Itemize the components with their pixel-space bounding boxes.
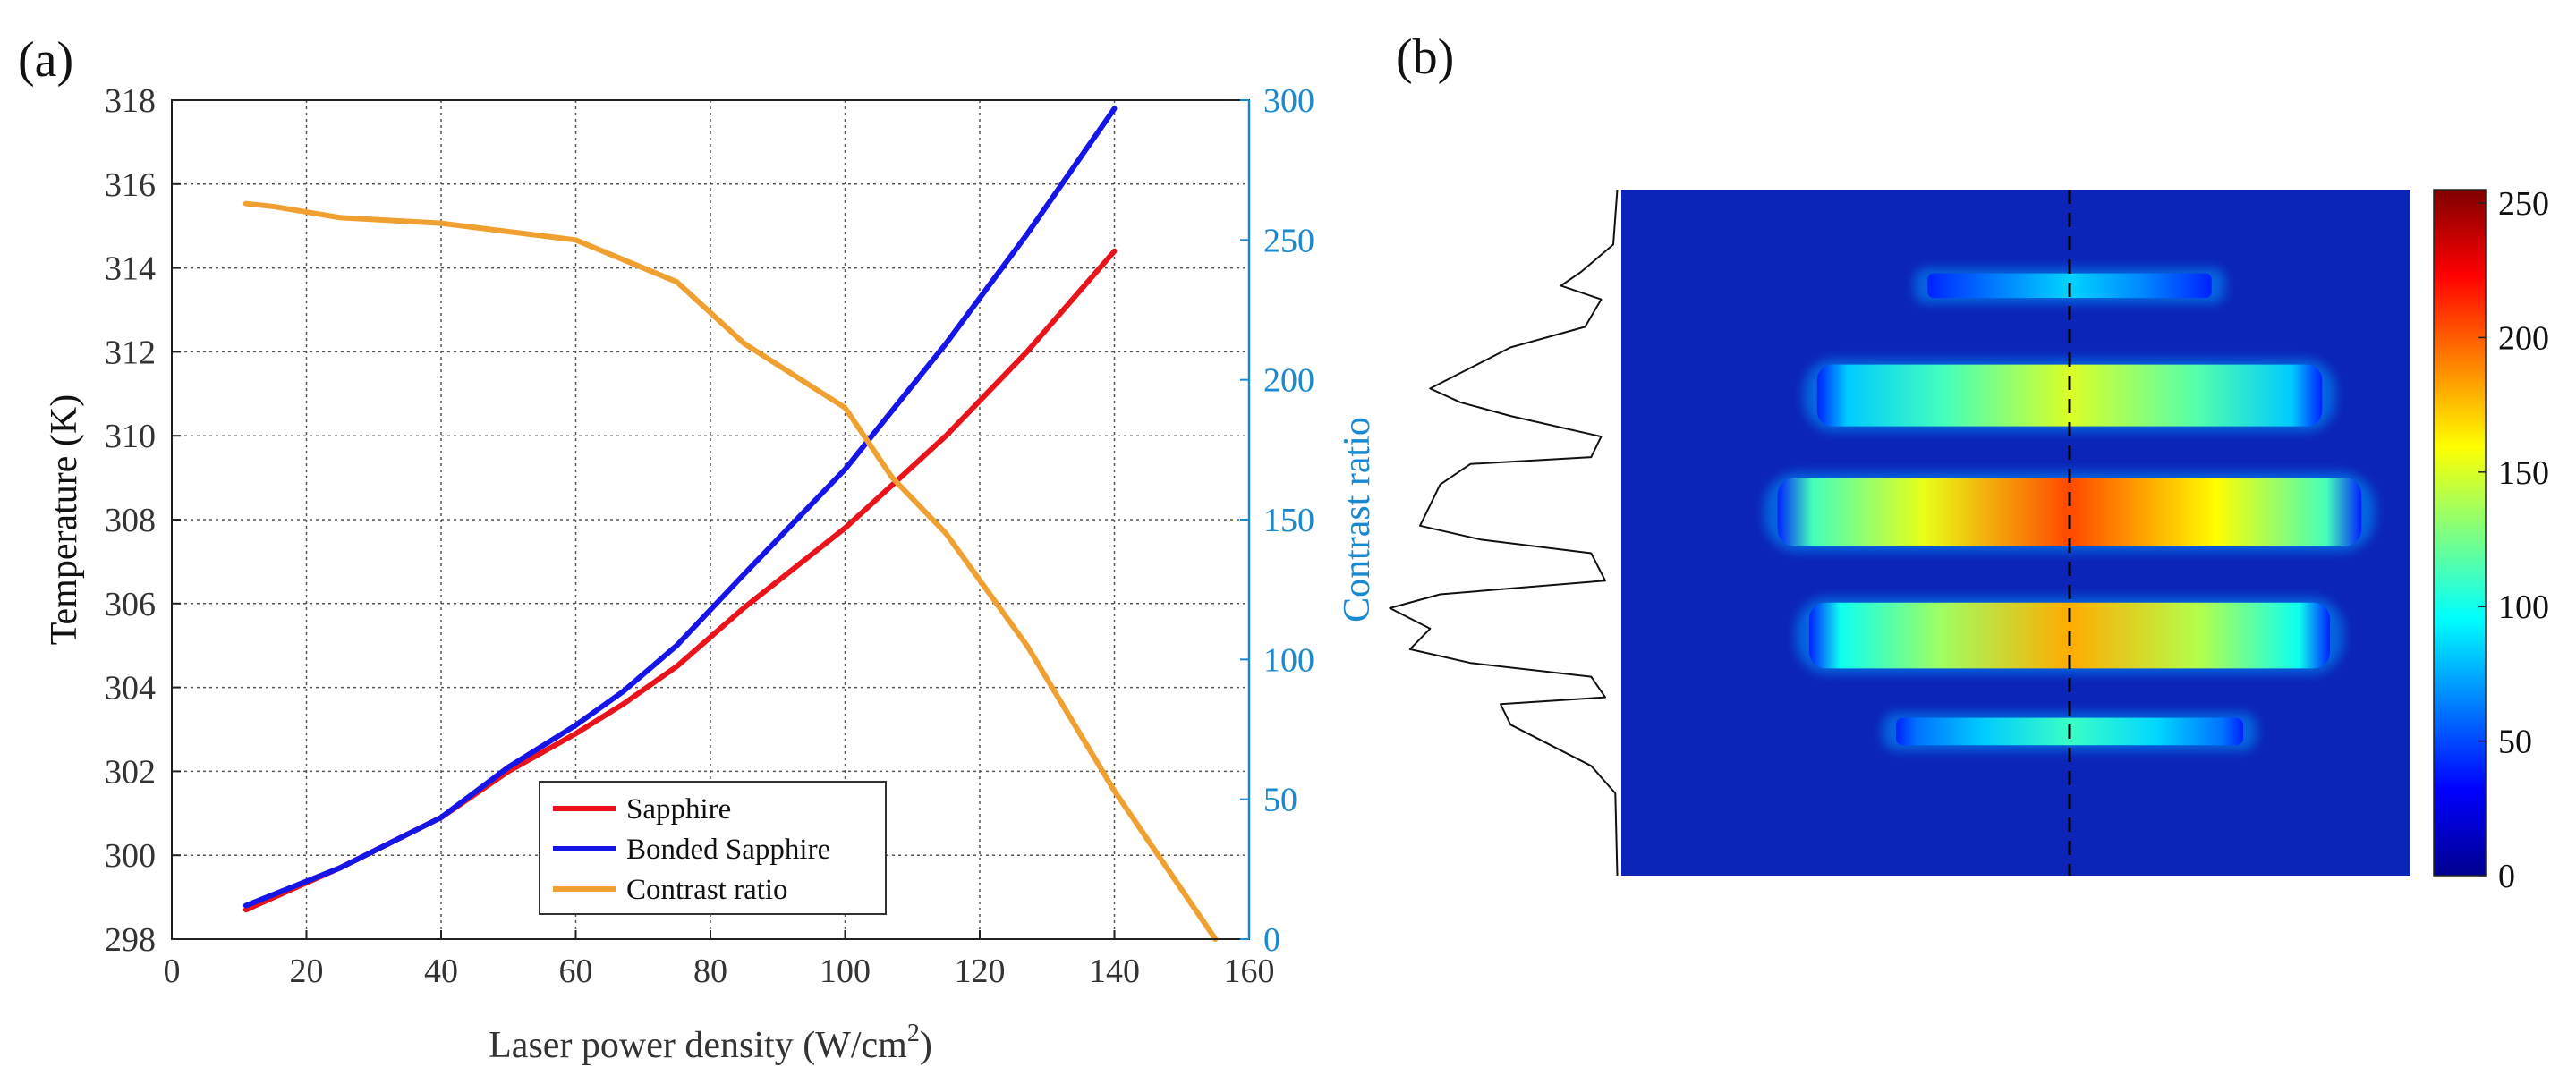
panel-a-y-tick-labels: 298 300 302 304 306 308 310 312 314 316 318 <box>105 82 181 959</box>
colorbar-tick-label: 200 <box>2498 319 2549 357</box>
panel-a-x-axis-label: Laser power density (W/cm2) <box>489 1020 932 1066</box>
panel-a-x-tick-labels: 0 20 40 60 80 100 120 140 160 <box>164 930 1275 990</box>
panel-a-legend: Sapphire Bonded Sapphire Contrast ratio <box>539 781 887 915</box>
colorbar-tick-label: 150 <box>2498 454 2549 492</box>
x-tick-label: 80 <box>693 953 727 990</box>
y2-tick-label: 0 <box>1263 921 1280 959</box>
panel-a-line-chart: (a) 0 20 40 60 80 100 120 140 160 298 300 302 304 30… <box>18 32 1378 1066</box>
panel-a-label: (a) <box>18 32 73 88</box>
y-tick-label: 304 <box>105 670 156 707</box>
x-tick-label: 160 <box>1224 953 1275 990</box>
y-tick-label: 318 <box>105 82 156 120</box>
legend-label: Bonded Sapphire <box>626 834 830 866</box>
panel-a-y-axis-label: Temperature (K) <box>44 394 85 645</box>
y-tick-label: 298 <box>105 921 156 959</box>
colorbar-tick-label: 0 <box>2498 858 2515 895</box>
y-tick-label: 310 <box>105 418 156 455</box>
x-tick-label: 120 <box>955 953 1006 990</box>
x-tick-label: 100 <box>820 953 871 990</box>
intensity-stripe <box>1777 478 2362 546</box>
x-tick-label: 40 <box>424 953 458 990</box>
series-line-bonded-sapphire <box>242 106 1118 909</box>
panel-b-colorbar <box>2433 189 2487 877</box>
y-tick-label: 312 <box>105 334 156 371</box>
y-tick-label: 302 <box>105 753 156 791</box>
y2-tick-label: 200 <box>1263 362 1314 400</box>
panel-a-y2-axis-label: Contrast ratio <box>1337 417 1378 622</box>
x-tick-label: 60 <box>559 953 593 990</box>
y2-tick-label: 300 <box>1263 82 1314 120</box>
y2-tick-label: 100 <box>1263 641 1314 679</box>
y-tick-label: 314 <box>105 250 156 288</box>
y2-tick-label: 50 <box>1263 782 1297 819</box>
y2-tick-label: 250 <box>1263 222 1314 259</box>
y-tick-label: 316 <box>105 166 156 204</box>
panel-b-colorbar-tick-labels: 0 50 100 150 200 250 <box>2478 185 2549 895</box>
colorbar-tick-label: 100 <box>2498 589 2549 626</box>
panel-b-heatmap: (b) 0 50 100 150 200 250 <box>1389 30 2549 895</box>
legend-label: Contrast ratio <box>626 874 788 906</box>
profile-curve <box>1389 189 1619 877</box>
colorbar-tick-label: 50 <box>2498 724 2532 761</box>
y2-tick-label: 150 <box>1263 502 1314 539</box>
panel-a-y2-tick-labels: 0 50 100 150 200 250 300 <box>1240 82 1314 959</box>
colorbar-tick-label: 250 <box>2498 185 2549 223</box>
x-tick-label: 20 <box>290 953 324 990</box>
y-tick-label: 306 <box>105 586 156 623</box>
y-tick-label: 300 <box>105 837 156 875</box>
x-tick-label: 0 <box>164 953 181 990</box>
panel-a-series <box>242 106 1219 942</box>
x-tick-label: 140 <box>1089 953 1140 990</box>
y-tick-label: 308 <box>105 502 156 539</box>
legend-label: Sapphire <box>626 793 731 826</box>
panel-b-label: (b) <box>1396 30 1454 85</box>
series-line-contrast-ratio <box>242 200 1219 942</box>
intensity-stripe <box>1816 364 2323 427</box>
panel-b-vertical-intensity-profile <box>1389 189 1619 877</box>
